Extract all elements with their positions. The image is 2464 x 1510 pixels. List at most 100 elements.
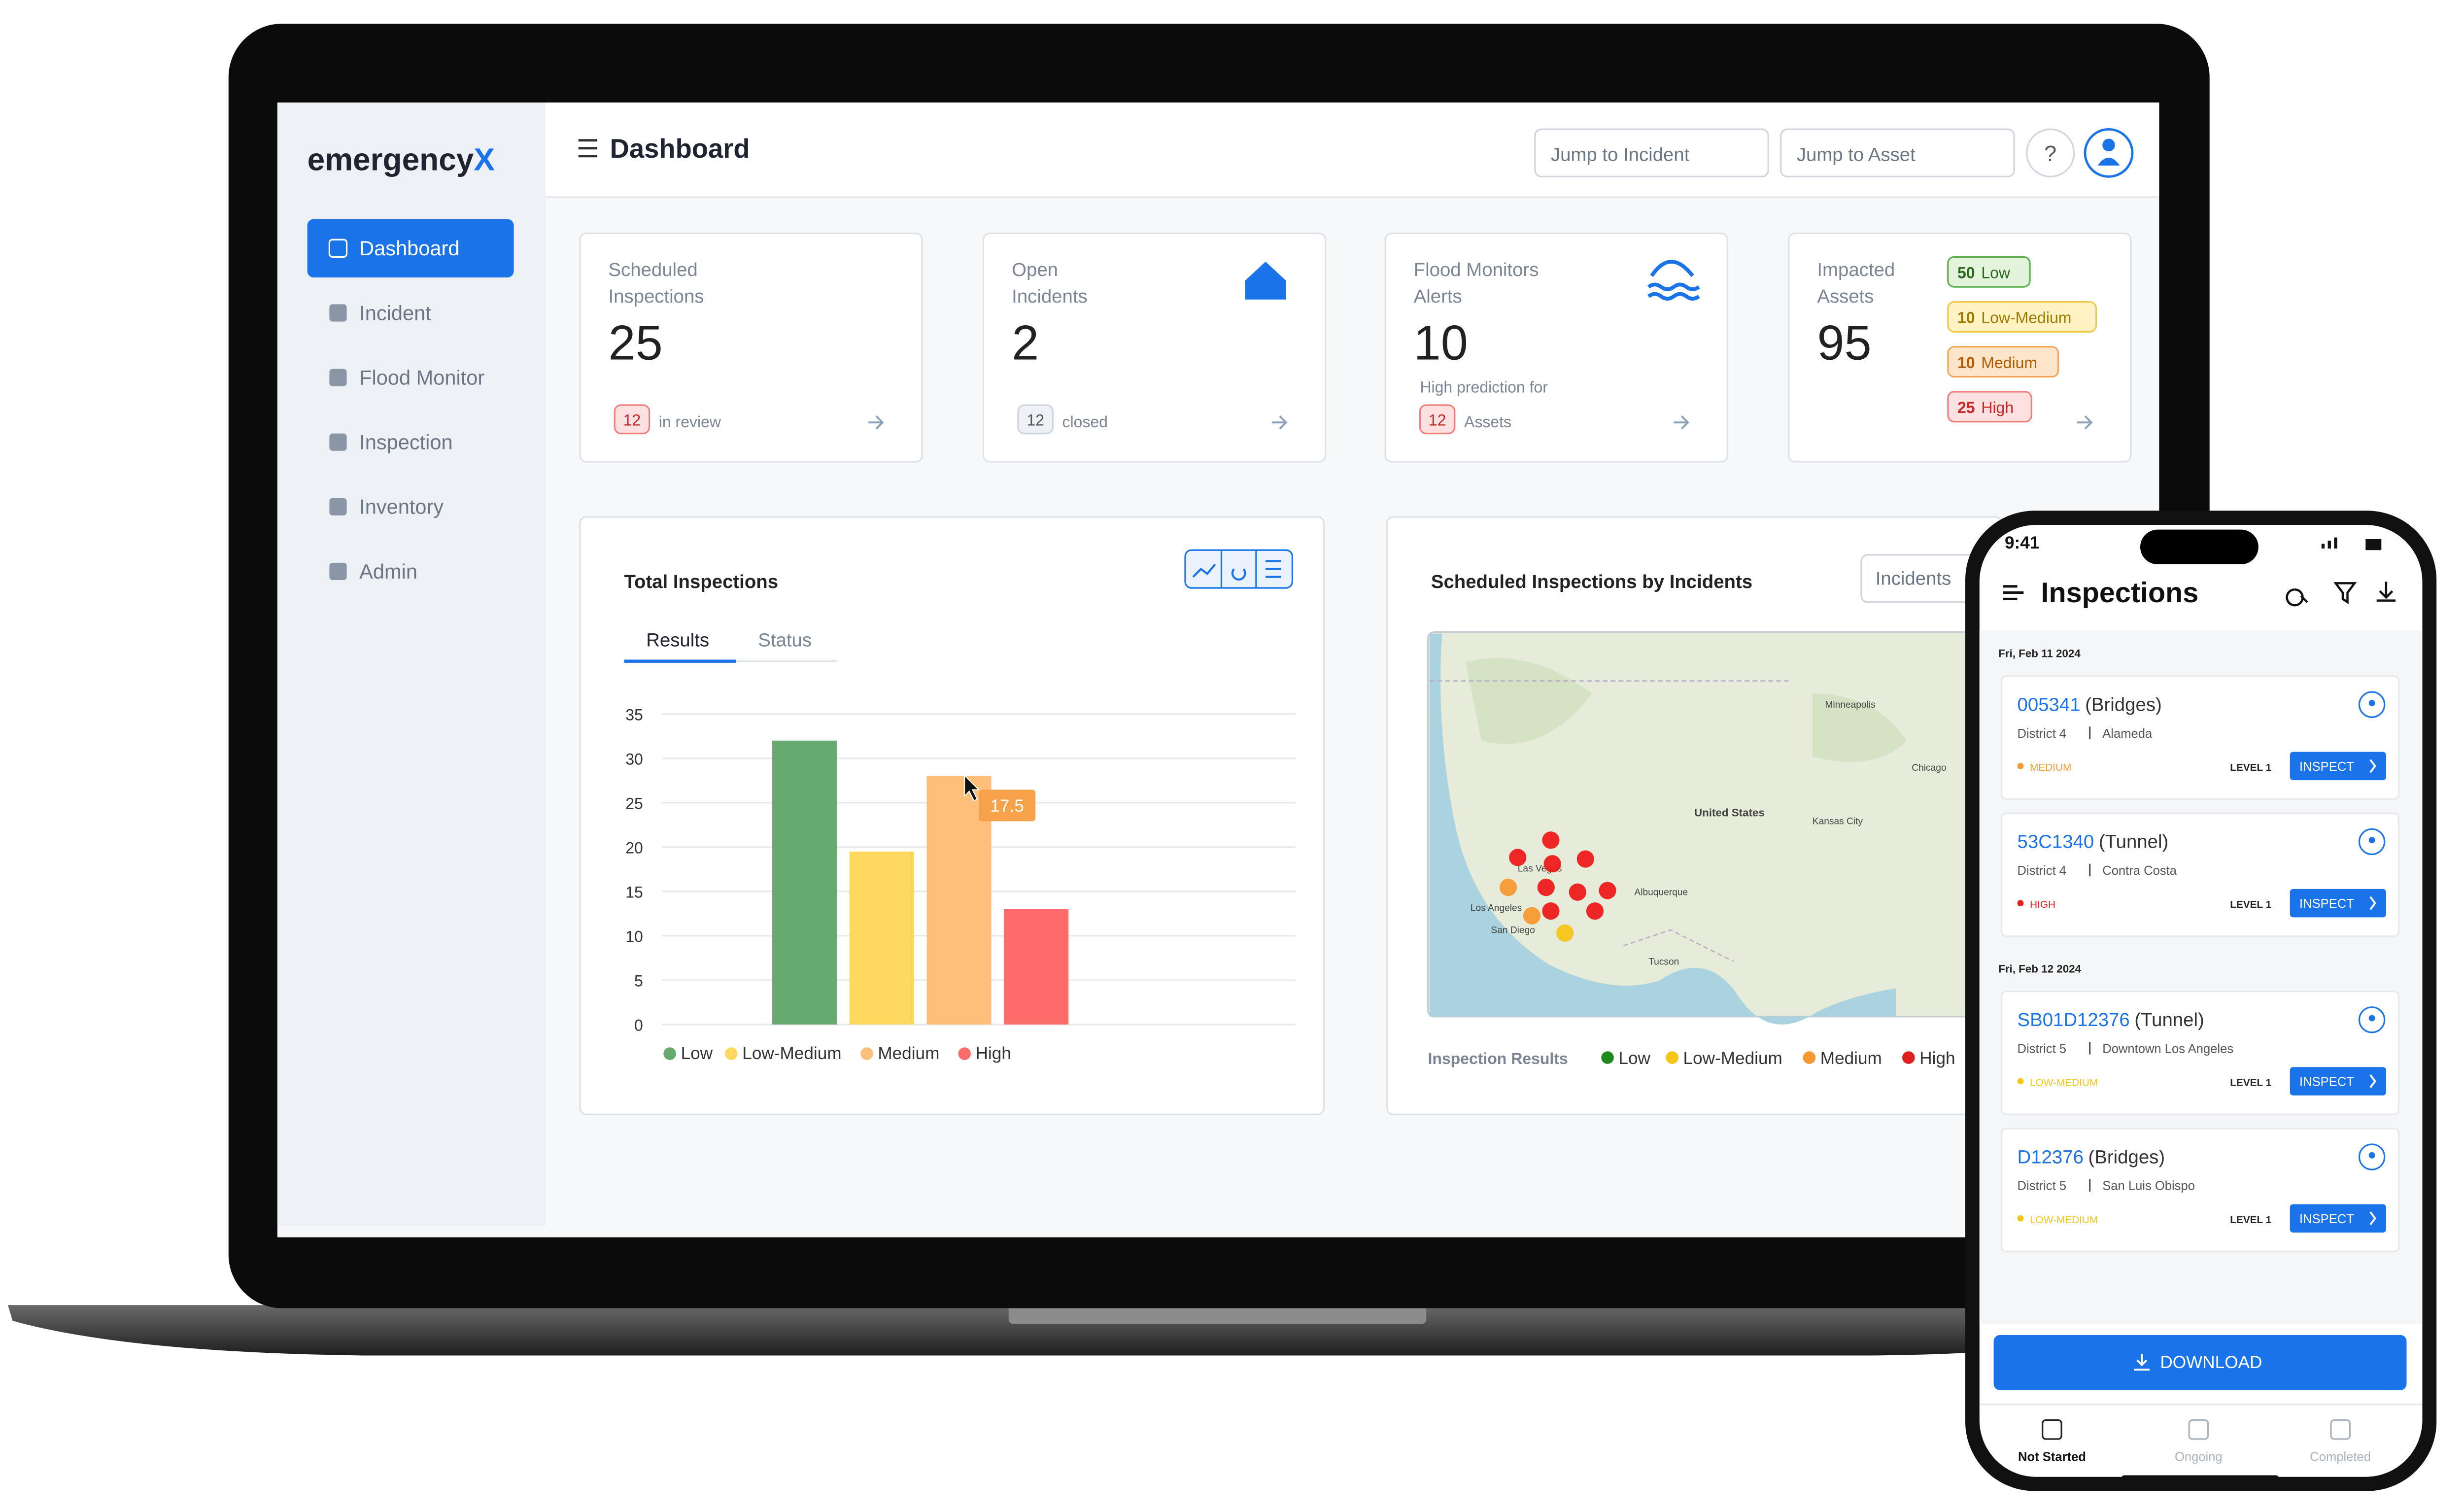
risk-dot — [2017, 1078, 2024, 1085]
y-tick-label: 5 — [634, 972, 643, 990]
tab-icon — [2188, 1419, 2209, 1440]
level-text: 10 Medium — [1957, 354, 2037, 372]
map-title: Scheduled Inspections by Incidents — [1431, 571, 1752, 592]
chart-tab-label: Status — [758, 629, 812, 651]
kpi-badge-text: 12 — [1027, 412, 1044, 429]
map-label: Kansas City — [1813, 817, 1863, 827]
kpi-label: Assets — [1817, 286, 1874, 307]
arrow-icon — [2077, 415, 2093, 430]
tooltip-text: 17.5 — [990, 796, 1024, 816]
search-box[interactable] — [1534, 128, 1769, 177]
kpi-badge — [1419, 404, 1456, 435]
map-legend-label: High — [1919, 1049, 1955, 1068]
phone-title: Inspections — [2041, 577, 2199, 609]
kpi-label: Incidents — [1012, 286, 1088, 307]
nav-label: Dashboard — [359, 237, 459, 260]
inspect-label: INSPECT — [2299, 897, 2354, 911]
kpi-card — [983, 232, 1327, 463]
tooltip — [979, 789, 1036, 822]
group-date: Fri, Feb 11 2024 — [1998, 648, 2081, 660]
kpi-card — [1384, 232, 1728, 463]
status-icons — [2321, 537, 2382, 550]
search-box[interactable] — [1780, 128, 2015, 177]
search-placeholder: Jump to Incident — [1551, 144, 1690, 165]
map-border — [1429, 680, 1792, 962]
risk-label: HIGH — [2030, 899, 2055, 910]
bar — [772, 740, 837, 1025]
search-placeholder: Jump to Asset — [1797, 144, 1916, 165]
map-forest — [1466, 658, 1907, 762]
level-label: LEVEL 1 — [2230, 762, 2271, 773]
location-pin — [2368, 1152, 2375, 1159]
kpi-value: 2 — [1012, 315, 1039, 370]
map-label: San Diego — [1491, 925, 1535, 935]
risk-label: LOW-MEDIUM — [2030, 1077, 2098, 1089]
map-label: Minneapolis — [1825, 700, 1875, 710]
map-marker — [1543, 855, 1561, 873]
risk-dot — [2017, 762, 2024, 769]
download-button[interactable] — [1993, 1335, 2407, 1390]
kpi-value: 95 — [1817, 315, 1871, 370]
tab-icon — [2330, 1419, 2351, 1440]
map-marker — [1509, 849, 1527, 866]
map-marker — [1586, 902, 1604, 920]
legend-dot — [725, 1047, 738, 1060]
level-name: Medium — [1981, 354, 2037, 372]
inspect-button[interactable] — [2290, 889, 2386, 918]
inspect-button[interactable] — [2290, 1067, 2386, 1096]
phone-menu — [2003, 585, 2024, 600]
logo-accent: X — [474, 142, 495, 177]
inspect-label: INSPECT — [2299, 1212, 2354, 1226]
tab-icon — [2042, 1419, 2062, 1440]
map-marker — [1542, 831, 1560, 849]
y-tick-label: 0 — [634, 1017, 643, 1034]
risk-dot — [2017, 900, 2024, 907]
help-button[interactable] — [2026, 128, 2075, 177]
user-button[interactable] — [2084, 128, 2134, 178]
map-ocean — [1429, 633, 1896, 1025]
tab-label: Ongoing — [2175, 1450, 2223, 1464]
level-label: LEVEL 1 — [2230, 1077, 2271, 1089]
map-marker — [1576, 850, 1594, 868]
chart-view-toggle[interactable] — [1184, 549, 1294, 589]
kpi-label: Scheduled — [608, 259, 697, 280]
inspect-button[interactable] — [2290, 752, 2386, 781]
location-pin — [2368, 837, 2375, 844]
map-label: United States — [1694, 807, 1765, 819]
chevron — [2369, 759, 2376, 773]
inspection-name: 005341 (Bridges) — [2018, 694, 2162, 715]
map-legend-dot — [1601, 1051, 1614, 1064]
inspect-label: INSPECT — [2299, 1075, 2354, 1089]
inspection-id: 005341 — [2018, 694, 2081, 715]
inspection-id: 53C1340 — [2018, 831, 2094, 853]
nav-label: Inspection — [359, 431, 452, 454]
inspect-button[interactable] — [2290, 1204, 2386, 1233]
incident-icon — [1245, 262, 1286, 300]
nav-label: Flood Monitor — [359, 366, 484, 389]
level-badge — [1947, 391, 2032, 423]
kpi-value: 25 — [608, 315, 662, 370]
inspection-id: SB01D12376 — [2018, 1009, 2130, 1030]
kpi-note: closed — [1062, 413, 1108, 431]
logo-text: emergency — [308, 142, 474, 177]
inspection-city: Downtown Los Angeles — [2102, 1042, 2233, 1056]
inspection-district: District 5 — [2018, 1179, 2066, 1193]
level-count: 10 — [1957, 309, 1975, 327]
help-text: ? — [2044, 141, 2056, 166]
group-date: Fri, Feb 12 2024 — [1998, 962, 2081, 975]
level-name: Low-Medium — [1981, 309, 2071, 327]
inspection-kind: (Tunnel) — [2099, 831, 2168, 853]
level-text: 25 High — [1957, 399, 2014, 416]
map-legend-label: Low-Medium — [1683, 1049, 1782, 1068]
dynamic-island — [2140, 529, 2259, 565]
location-pin — [2368, 700, 2375, 706]
inspection-name: D12376 (Bridges) — [2018, 1146, 2165, 1167]
map-marker — [1556, 924, 1574, 942]
nav-active[interactable] — [307, 219, 514, 277]
y-tick-label: 35 — [625, 706, 643, 724]
inspection-name: SB01D12376 (Tunnel) — [2018, 1009, 2204, 1030]
inspect-label: INSPECT — [2299, 760, 2354, 774]
level-label: LEVEL 1 — [2230, 899, 2271, 910]
inspection-kind: (Bridges) — [2088, 1146, 2165, 1167]
